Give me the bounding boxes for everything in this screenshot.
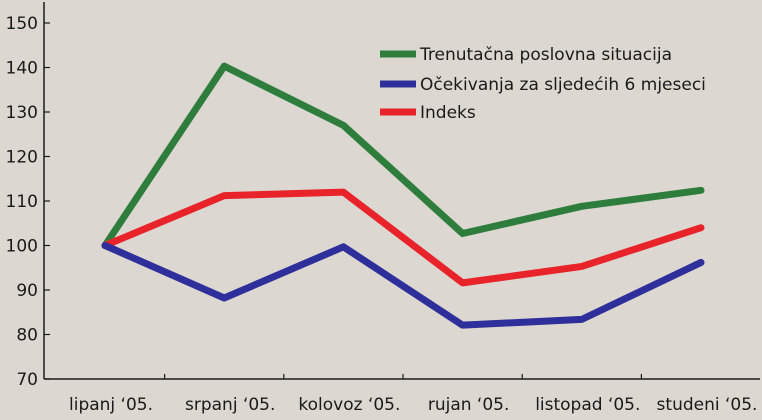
legend-label: Očekivanja za sljedećih 6 mjeseci — [420, 75, 706, 95]
series-line — [101, 188, 705, 287]
series-line — [101, 62, 705, 249]
x-tick-label: srpanj ‘05. — [185, 395, 275, 415]
x-tick-label: lipanj ‘05. — [69, 395, 153, 415]
y-tick-label: 130 — [6, 103, 38, 123]
series-line — [101, 242, 705, 329]
y-tick-label: 150 — [6, 14, 38, 34]
chart-series — [101, 62, 705, 329]
x-tick-label: listopad ‘05. — [535, 395, 640, 415]
legend-label: Indeks — [420, 103, 476, 123]
x-axis-ticks: lipanj ‘05. srpanj ‘05. kolovoz ‘05. rujan … — [69, 374, 757, 415]
y-tick-label: 100 — [6, 237, 38, 257]
x-tick-label: studeni ‘05. — [657, 395, 758, 415]
y-tick-label: 140 — [6, 59, 38, 79]
legend-label: Trenutačna poslovna situacija — [419, 45, 672, 65]
chart-axes — [43, 2, 760, 380]
chart-legend: Trenutačna poslovna situacija Očekivanja … — [380, 45, 706, 123]
y-axis-ticks: 70 80 90 100 110 120 130 140 150 — [6, 14, 50, 390]
y-tick-label: 110 — [6, 192, 38, 212]
y-tick-label: 120 — [6, 148, 38, 168]
y-tick-label: 90 — [16, 281, 38, 301]
y-tick-label: 80 — [16, 326, 38, 346]
y-tick-label: 70 — [16, 370, 38, 390]
x-tick-label: rujan ‘05. — [428, 395, 510, 415]
x-tick-label: kolovoz ‘05. — [298, 395, 400, 415]
